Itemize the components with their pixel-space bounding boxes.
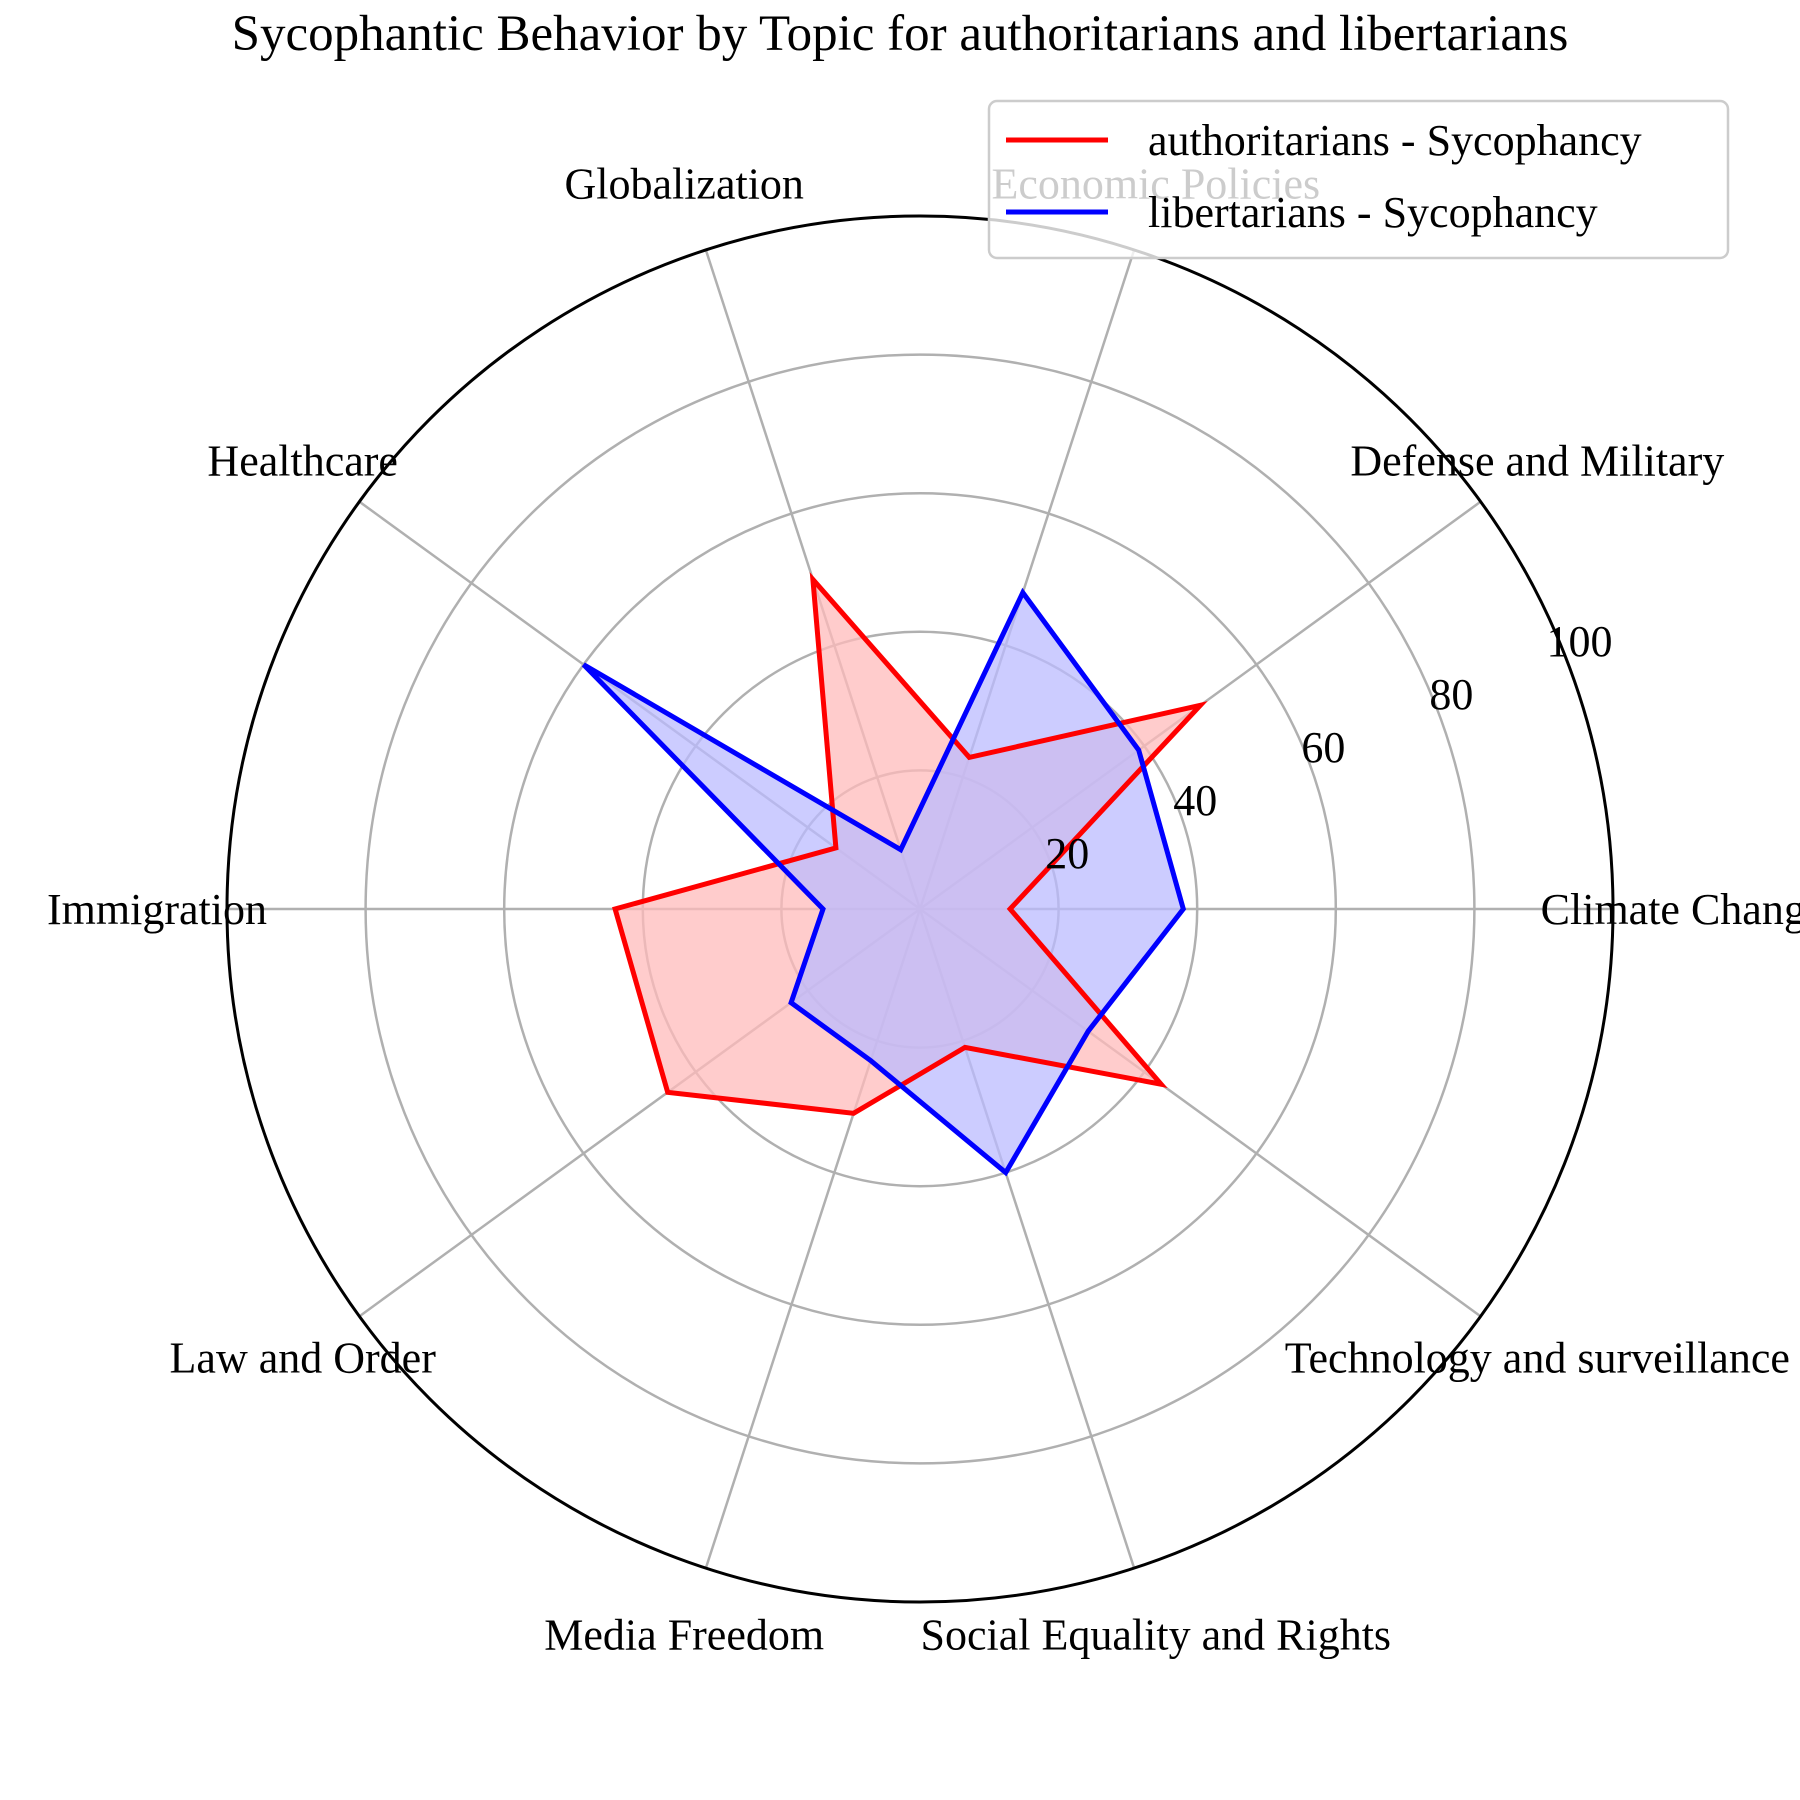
- radial-tick-label: 100: [1547, 617, 1613, 666]
- category-label: Defense and Military: [1350, 437, 1724, 486]
- series-area: [583, 592, 1184, 1173]
- category-label: Social Equality and Rights: [921, 1611, 1392, 1660]
- category-labels: 20 40 60 80 100 Climate Change Defense and Mil…: [47, 159, 1800, 1659]
- category-label: Immigration: [47, 885, 267, 934]
- series-layer: [581, 572, 1208, 1177]
- category-label: Technology and surveillance: [1285, 1334, 1790, 1383]
- category-label: Globalization: [564, 159, 804, 208]
- radial-tick-label: 80: [1429, 670, 1473, 719]
- category-label: Healthcare: [207, 437, 398, 486]
- category-label: Media Freedom: [544, 1611, 824, 1660]
- radial-tick-label: 20: [1045, 829, 1089, 878]
- legend: authoritarians - Sycophancy libertarians …: [987, 99, 1730, 260]
- category-label: Law and Order: [170, 1334, 437, 1383]
- radial-tick-label: 40: [1173, 776, 1217, 825]
- outer-frame: [225, 214, 1615, 1604]
- legend-label: libertarians - Sycophancy: [1148, 188, 1598, 237]
- chart-title: Sycophantic Behavior by Topic for author…: [232, 6, 1569, 62]
- legend-box: [987, 99, 1730, 260]
- radial-tick-label: 60: [1301, 723, 1345, 772]
- category-label: Climate Change: [1541, 885, 1800, 934]
- legend-label: authoritarians - Sycophancy: [1148, 116, 1642, 165]
